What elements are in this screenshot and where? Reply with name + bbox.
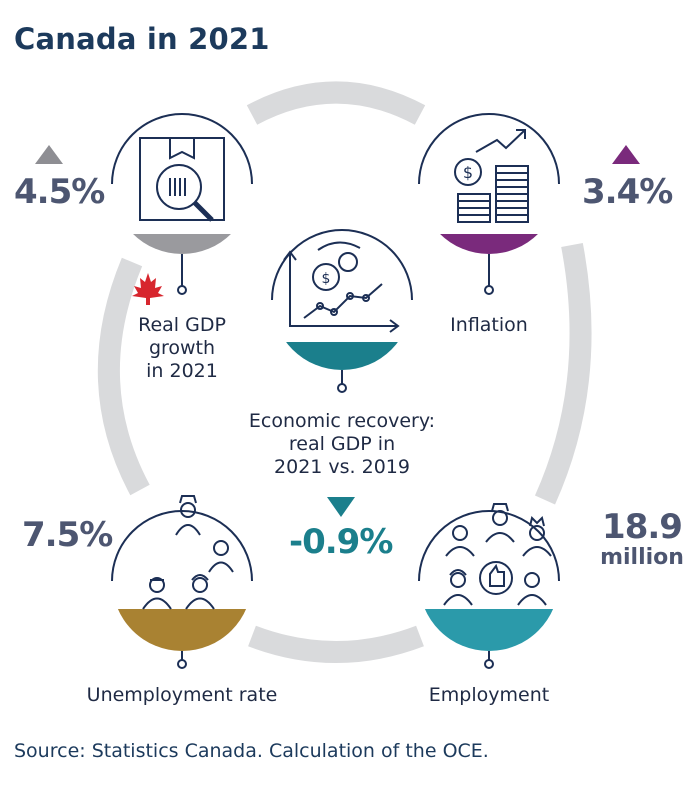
- svg-text:$: $: [463, 163, 473, 182]
- unemployment-node: [111, 495, 253, 669]
- gdp-trend-up-icon: [35, 145, 63, 164]
- employment-value: 18.9 million: [590, 510, 694, 572]
- unemployment-label-line-1: Unemployment rate: [86, 684, 278, 706]
- inflation-trend-up-icon: [612, 145, 640, 164]
- employment-value-unit: million: [600, 545, 684, 570]
- employment-color-band: [419, 609, 559, 651]
- recovery-trend-down-icon: [327, 497, 355, 517]
- inflation-label-line-1: Inflation: [450, 314, 528, 336]
- ring-segment-bottom: [248, 625, 424, 663]
- source-note: Source: Statistics Canada. Calculation o…: [14, 740, 489, 762]
- gdp-label: Real GDP growth in 2021: [112, 314, 252, 383]
- employment-value-number: 18.9: [602, 507, 683, 547]
- inflation-label: Inflation: [429, 314, 549, 337]
- employment-label-line-1: Employment: [428, 684, 550, 706]
- unemployment-value: 7.5%: [22, 515, 113, 555]
- ring-segment-top: [246, 81, 426, 125]
- gdp-value: 4.5%: [14, 172, 105, 212]
- recovery-value: -0.9%: [289, 522, 393, 562]
- inflation-value: 3.4%: [582, 172, 673, 212]
- coins-growth-icon: $: [454, 129, 529, 223]
- gdp-label-line-1: Real GDP: [138, 314, 226, 336]
- inflation-color-band: [419, 234, 559, 254]
- gdp-label-line-3: in 2021: [146, 360, 218, 382]
- employment-label: Employment: [409, 684, 569, 707]
- recovery-label-line-3: 2021 vs. 2019: [274, 456, 410, 478]
- workers-icon: [142, 495, 234, 610]
- gdp-label-line-2: growth: [148, 337, 216, 359]
- svg-text:$: $: [322, 271, 331, 287]
- ring-segment-right: [534, 242, 592, 505]
- connecting-ring: [97, 81, 592, 663]
- recovery-color-band: [272, 342, 412, 370]
- unemployment-label: Unemployment rate: [62, 684, 302, 707]
- growth-chart-gears-icon: $: [283, 241, 400, 333]
- recovery-label: Economic recovery: real GDP in 2021 vs. …: [222, 410, 462, 479]
- box-magnifier-icon: [139, 137, 225, 222]
- page-title: Canada in 2021: [14, 22, 270, 56]
- maple-leaf-icon: [132, 273, 164, 305]
- recovery-label-line-1: Economic recovery:: [248, 410, 436, 432]
- ring-segment-left: [97, 257, 150, 496]
- employment-node: [418, 503, 560, 669]
- recovery-label-line-2: real GDP in: [288, 433, 396, 455]
- unemployment-color-band: [112, 609, 252, 651]
- workers-thumbs-up-icon: [443, 503, 552, 606]
